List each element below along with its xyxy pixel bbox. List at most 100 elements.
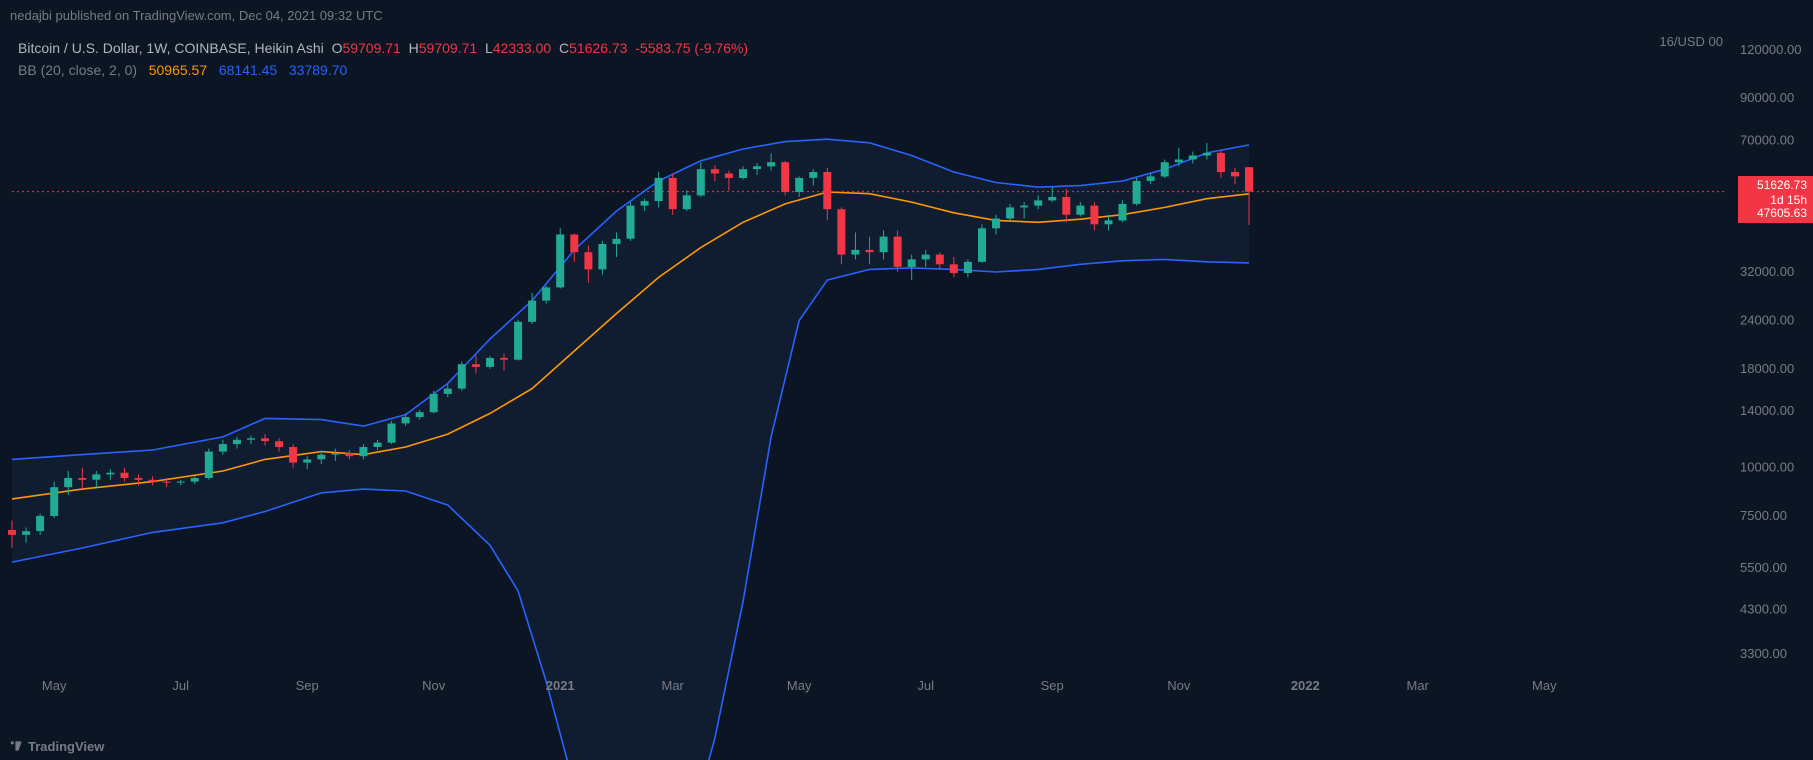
candle-body [1161, 162, 1169, 176]
candle-body [500, 358, 508, 360]
brand-footer: TradingView [10, 739, 104, 754]
candle-body [36, 516, 44, 531]
y-tick-label: 24000.00 [1740, 312, 1794, 327]
candle-body [1231, 172, 1239, 176]
candle-body [177, 482, 185, 483]
y-tick-label: 3300.00 [1740, 646, 1787, 661]
candle-body [1133, 181, 1141, 204]
candle-body [655, 178, 663, 201]
candle-body [1119, 204, 1127, 221]
candle-body [233, 440, 241, 444]
y-axis[interactable]: 120000.0090000.0070000.0032000.0024000.0… [1740, 42, 1801, 661]
candle-body [1189, 156, 1197, 160]
x-tick-label: Jul [917, 678, 934, 693]
candle-body [683, 195, 691, 209]
candle-body [219, 444, 227, 452]
candle-body [964, 262, 972, 273]
y-tick-label: 10000.00 [1740, 460, 1794, 475]
candle-body [936, 255, 944, 265]
x-tick-label: 2021 [546, 678, 575, 693]
candle-body [303, 459, 311, 462]
candle-body [866, 250, 874, 252]
candle-body [121, 473, 129, 478]
candle-body [795, 178, 803, 192]
candle-body [978, 228, 986, 261]
candle-body [584, 252, 592, 269]
y-tick-label: 70000.00 [1740, 132, 1794, 147]
candle-body [767, 162, 775, 166]
candle-body [106, 473, 114, 475]
y-tick-label: 120000.00 [1740, 42, 1801, 57]
x-tick-label: 2022 [1291, 678, 1320, 693]
candle-body [22, 531, 30, 535]
y-tick-label: 7500.00 [1740, 508, 1787, 523]
candle-body [950, 264, 958, 273]
x-tick-label: May [42, 678, 67, 693]
candle-body [514, 322, 522, 360]
y-tick-label: 90000.00 [1740, 90, 1794, 105]
candle-body [416, 412, 424, 417]
candle-body [317, 455, 325, 460]
candle-body [837, 209, 845, 254]
x-axis[interactable]: MayJulSepNov2021MarMayJulSepNov2022MarMa… [42, 678, 1557, 693]
candle-body [486, 358, 494, 367]
candle-body [908, 259, 916, 267]
candle-body [388, 424, 396, 443]
candle-body [1245, 167, 1253, 192]
candle-body [64, 478, 72, 487]
candle-body [374, 443, 382, 447]
candle-body [1076, 206, 1084, 215]
candle-body [1034, 200, 1042, 205]
candle-body [1217, 153, 1225, 172]
chart-canvas[interactable]: 120000.0090000.0070000.0032000.0024000.0… [0, 0, 1813, 760]
candle-body [92, 474, 100, 479]
candle-body [1062, 197, 1070, 215]
candle-body [613, 239, 621, 244]
x-tick-label: Jul [172, 678, 189, 693]
candle-body [894, 237, 902, 267]
candle-body [135, 478, 143, 480]
candle-body [1105, 220, 1113, 224]
candle-body [444, 389, 452, 394]
candle-body [641, 201, 649, 206]
candle-body [1090, 206, 1098, 225]
candle-body [458, 364, 466, 388]
candle-body [247, 438, 255, 439]
x-tick-label: Nov [422, 678, 446, 693]
candle-body [627, 206, 635, 239]
candle-body [922, 255, 930, 260]
y-tick-label: 14000.00 [1740, 403, 1794, 418]
candle-body [542, 287, 550, 300]
candle-body [275, 441, 283, 447]
candle-body [8, 530, 16, 535]
candle-body [359, 447, 367, 456]
candle-body [331, 453, 339, 455]
candle-body [1175, 160, 1183, 163]
candle-body [570, 235, 578, 253]
y-tick-label: 4300.00 [1740, 602, 1787, 617]
candle-body [472, 364, 480, 367]
candle-body [402, 417, 410, 423]
candle-body [1147, 176, 1155, 181]
candle-body [191, 478, 199, 482]
candle-body [669, 178, 677, 209]
x-tick-label: Nov [1167, 678, 1191, 693]
candle-body [163, 482, 171, 483]
candle-body [781, 162, 789, 192]
x-tick-label: May [787, 678, 812, 693]
x-tick-label: May [1532, 678, 1557, 693]
candle-body [1203, 153, 1211, 156]
candle-body [739, 169, 747, 178]
y-tick-label: 18000.00 [1740, 361, 1794, 376]
price-tag-ma: 47605.63 [1738, 204, 1813, 223]
candle-body [50, 487, 58, 516]
candle-body [725, 174, 733, 178]
candle-body [78, 478, 86, 480]
candle-body [345, 453, 353, 456]
candle-body [261, 438, 269, 441]
candle-body [205, 452, 213, 478]
x-tick-label: Sep [1041, 678, 1064, 693]
candle-body [880, 237, 888, 253]
candle-body [430, 394, 438, 412]
candle-body [1048, 197, 1056, 200]
